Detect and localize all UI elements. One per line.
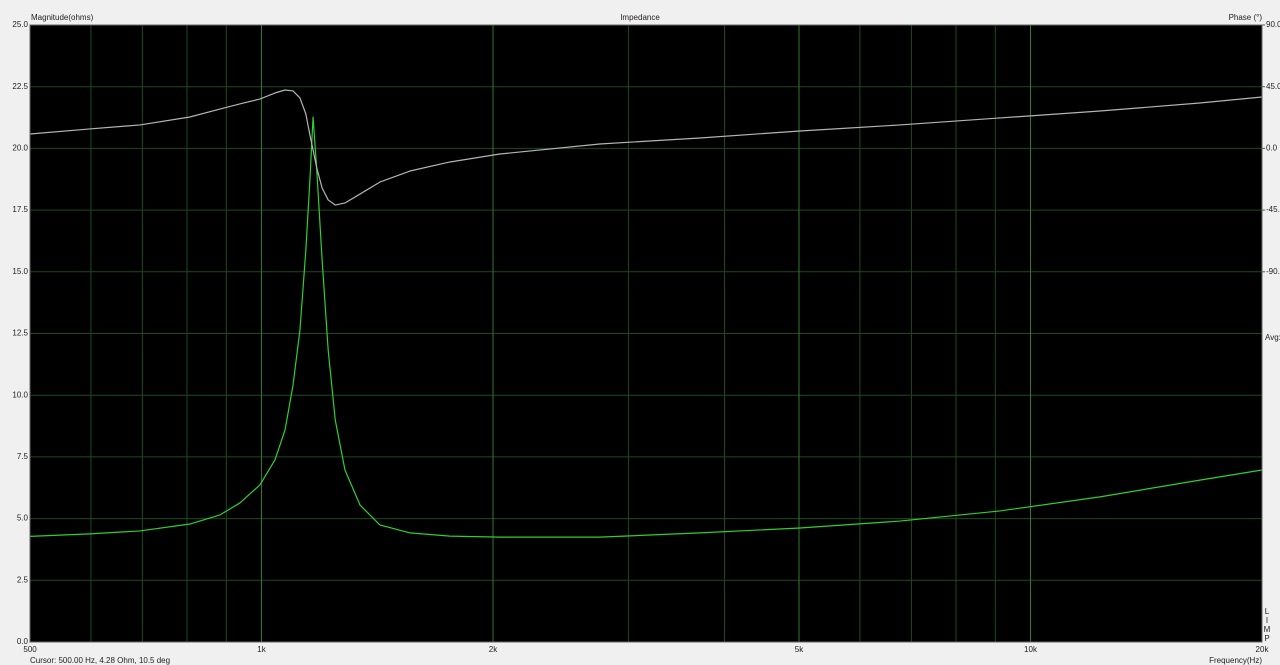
- y-tick-label: 7.5: [17, 452, 29, 461]
- cursor-readout: Cursor: 500.00 Hz, 4.28 Ohm, 10.5 deg: [30, 656, 170, 665]
- y-axis-label: Magnitude(ohms): [31, 13, 94, 22]
- x-tick-label: 5k: [795, 645, 804, 654]
- series-line: [29, 89, 1263, 206]
- avg-label: Avg:: [1265, 333, 1280, 342]
- y-tick-label: 5.0: [17, 514, 29, 523]
- y-tick-label: 20.0: [12, 144, 28, 153]
- x-tick-label: 20k: [1256, 645, 1270, 654]
- x-axis-label: Frequency(Hz): [1209, 656, 1262, 665]
- y-tick-label: 0.0: [17, 637, 29, 646]
- y2-tick-label: -90.0: [1266, 267, 1280, 276]
- y-tick-label: 17.5: [12, 205, 28, 214]
- y-tick-label: 22.5: [12, 82, 28, 91]
- y2-tick-label: 0.0: [1266, 144, 1278, 153]
- chart-title: Impedance: [620, 13, 660, 22]
- x-tick-label: 10k: [1024, 645, 1038, 654]
- y2-axis-label: Phase (°): [1229, 13, 1263, 22]
- y-tick-label: 15.0: [12, 267, 28, 276]
- x-tick-label: 2k: [489, 645, 498, 654]
- y2-tick-label: 90.0: [1266, 20, 1280, 29]
- y2-tick-label: -45.0: [1266, 205, 1280, 214]
- y-tick-label: 25.0: [12, 20, 28, 29]
- x-tick-label: 1k: [257, 645, 266, 654]
- corner-label: LIMP: [1263, 607, 1272, 643]
- x-tick-label: 500: [23, 645, 37, 654]
- y-tick-label: 2.5: [17, 575, 29, 584]
- y-tick-label: 10.0: [12, 390, 28, 399]
- y-tick-label: 12.5: [12, 329, 28, 338]
- y2-tick-label: 45.0: [1266, 82, 1280, 91]
- series-line: [29, 116, 1263, 538]
- plot-border: [29, 24, 1263, 643]
